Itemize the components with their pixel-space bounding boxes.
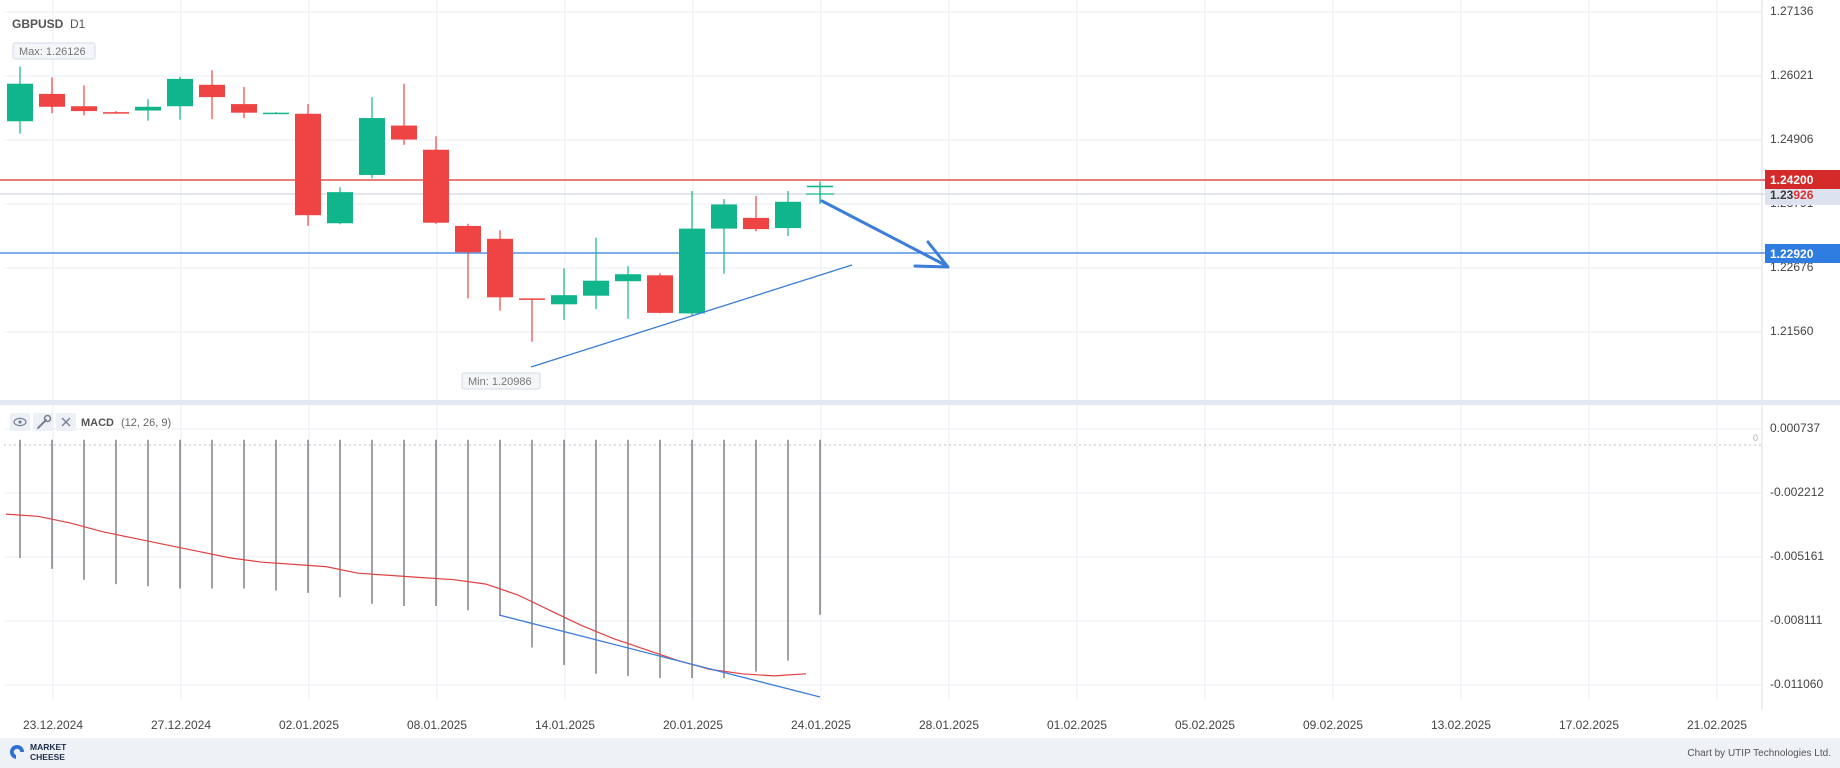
price-tick: 1.22676 [1770,260,1814,274]
candle-body [775,201,801,229]
candle-body [583,280,609,296]
min-label: Min: 1.20986 [468,376,532,388]
candle-body [679,228,705,314]
macd-legend: MACD (12, 26, 9) [10,413,171,431]
time-axis[interactable]: 23.12.2024 27.12.2024 02.01.2025 08.01.2… [23,718,1747,732]
candle-body [199,84,225,98]
date-tick: 13.02.2025 [1431,718,1491,732]
max-marker: Max: 1.26126 [12,42,96,60]
candle-body [391,125,417,140]
eye-icon [13,417,27,427]
candle-body [327,192,353,224]
candle-body [263,112,289,115]
candle-body [615,274,641,282]
blue-level-badge[interactable]: 1.22920 [1765,244,1840,263]
indicator-name: MACD [81,417,114,429]
current-price-badge: 1.23926 [1765,184,1840,205]
macd-tick: -0.008111 [1770,613,1823,627]
candle-body [519,298,545,300]
panel-splitter[interactable] [0,400,1840,405]
timeframe-label[interactable]: D1 [70,17,86,31]
candle-body [711,204,737,229]
candle-body [295,113,321,216]
price-tick: 1.21560 [1770,324,1814,338]
red-level-badge[interactable]: 1.24200 [1765,170,1840,189]
price-tick: 1.24906 [1770,132,1814,146]
candle-body [487,238,513,298]
date-tick: 21.02.2025 [1687,718,1747,732]
current-price-suffix: 926 [1793,188,1813,202]
date-tick: 28.01.2025 [919,718,979,732]
macd-signal-line [5,513,807,677]
current-price-prefix: 1.23 [1770,188,1794,202]
candlestick-series [7,66,833,342]
logo-line2: CHEESE [30,752,65,762]
min-marker: Min: 1.20986 [461,372,541,390]
close-icon [61,417,71,427]
date-tick: 02.01.2025 [279,718,339,732]
date-tick: 01.02.2025 [1047,718,1107,732]
candle-body [231,104,257,113]
macd-tick: -0.011060 [1770,677,1823,691]
price-tick: 1.27136 [1770,4,1814,18]
logo-mark-icon [10,745,24,760]
logo-line1: MARKET [30,742,67,752]
price-tick: 1.26021 [1770,68,1814,82]
date-tick: 14.01.2025 [535,718,595,732]
candle-body [71,106,97,112]
candle-body [7,83,33,122]
max-label: Max: 1.26126 [19,46,86,58]
forecast-arrow-head [913,240,950,269]
date-tick: 20.01.2025 [663,718,723,732]
wrench-icon [37,414,52,429]
remove-indicator-button[interactable] [56,413,76,431]
drawings[interactable] [530,184,950,368]
indicator-settings-button[interactable] [33,413,53,431]
visibility-toggle-button[interactable] [10,413,30,431]
date-tick: 27.12.2024 [151,718,211,732]
candle-body [359,118,385,175]
market-cheese-logo[interactable]: MARKET CHEESE [10,742,67,762]
symbol-label: GBPUSD [12,17,64,31]
date-tick: 08.01.2025 [407,718,467,732]
svg-text:1.23926: 1.23926 [1770,188,1814,202]
date-tick: 24.01.2025 [791,718,851,732]
blue-level-label: 1.22920 [1770,247,1814,261]
macd-trend-line [498,614,821,698]
macd-tick: 0.000737 [1770,421,1820,435]
forecast-arrow [820,199,949,268]
trend-line [530,264,853,368]
red-level-label: 1.24200 [1770,173,1814,187]
candle-body [423,149,449,223]
candle-body [103,112,129,114]
candle-body [167,78,193,107]
candle-body [551,295,577,305]
indicator-params: (12, 26, 9) [121,417,171,429]
price-levels [0,179,1765,254]
macd-tick: -0.002212 [1770,485,1824,499]
candle-body [135,106,161,111]
chart-credit: Chart by UTIP Technologies Ltd. [1687,748,1831,759]
macd-series [5,439,821,698]
date-tick: 05.02.2025 [1175,718,1235,732]
candle-body [39,93,65,107]
chart-grid [4,0,1763,710]
candle-body [455,225,481,253]
footer-bar [0,738,1840,768]
macd-axis[interactable]: 0.000737 -0.002212 -0.005161 -0.008111 -… [1770,421,1824,691]
date-tick: 17.02.2025 [1559,718,1619,732]
macd-zero-label: 0 [1753,433,1758,443]
date-tick: 23.12.2024 [23,718,83,732]
macd-tick: -0.005161 [1770,549,1824,563]
candle-body [743,217,769,230]
date-tick: 09.02.2025 [1303,718,1363,732]
candle-body [647,275,673,313]
